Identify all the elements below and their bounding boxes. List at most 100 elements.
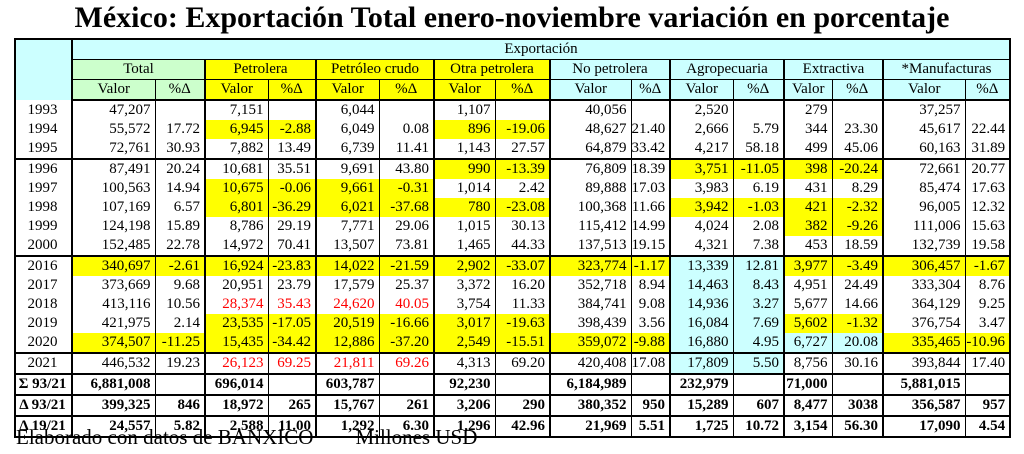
pct-cell-total: 2.14 <box>154 314 205 333</box>
valor-cell-no-petrolera: 352,718 <box>549 276 631 295</box>
pct-cell-total: 6.57 <box>154 198 205 217</box>
valor-cell-manufacturas: 72,661 <box>882 158 965 179</box>
valor-cell-agropecuaria: 4,217 <box>669 139 733 159</box>
table-row: 2018 413,116 10.56 28,374 35.43 24,620 40.05 3,… <box>15 295 1011 314</box>
valor-cell-petrolera: 18,972 <box>204 394 268 416</box>
valor-cell-manufacturas: 45,617 <box>882 120 965 139</box>
valor-cell-otra-petrolera: 3,754 <box>433 295 495 314</box>
valor-cell-no-petrolera: 380,352 <box>549 394 631 416</box>
valor-cell-manufacturas: 364,129 <box>882 295 965 314</box>
pct-cell-no-petrolera: -9.88 <box>630 333 670 353</box>
valor-cell-manufacturas: 376,754 <box>882 314 965 333</box>
pct-cell-agropecuaria: 8.43 <box>732 276 784 295</box>
pct-cell-petrolera: -36.29 <box>267 198 316 217</box>
valor-cell-otra-petrolera: 1,465 <box>433 236 495 256</box>
pct-cell-no-petrolera: 19.15 <box>630 236 670 256</box>
pct-cell-extractiva: 23.30 <box>831 120 883 139</box>
pct-cell-otra-petrolera: 44.33 <box>494 236 550 256</box>
valor-cell-extractiva: 3,977 <box>783 255 832 276</box>
pct-cell-petroleo-crudo <box>378 373 434 395</box>
pct-cell-petrolera: -2.88 <box>267 120 316 139</box>
valor-header-total: Valor <box>71 79 155 101</box>
pct-header-no-petrolera: %Δ <box>630 79 670 101</box>
pct-cell-otra-petrolera <box>494 373 550 395</box>
valor-cell-extractiva: 499 <box>783 139 832 159</box>
pct-cell-manufacturas: 957 <box>964 394 1011 416</box>
valor-cell-extractiva: 453 <box>783 236 832 256</box>
valor-cell-petroleo-crudo: 603,787 <box>315 373 379 395</box>
pct-cell-no-petrolera <box>630 373 670 395</box>
group-header-petrolera: Petrolera <box>204 59 317 80</box>
valor-cell-agropecuaria: 16,880 <box>669 333 733 353</box>
table-top-header: Exportación <box>72 39 1011 60</box>
valor-cell-manufacturas: 17,090 <box>882 415 965 437</box>
pct-cell-total: 14.94 <box>154 179 205 198</box>
pct-cell-extractiva <box>831 100 883 120</box>
pct-cell-no-petrolera <box>630 100 670 120</box>
valor-cell-petrolera: 28,374 <box>204 295 268 314</box>
pct-cell-manufacturas: 17.40 <box>964 352 1011 374</box>
valor-cell-extractiva: 6,727 <box>783 333 832 353</box>
pct-cell-total: 5.82 <box>154 415 205 437</box>
valor-cell-petroleo-crudo: 7,771 <box>315 217 379 236</box>
pct-cell-otra-petrolera: 69.20 <box>494 352 550 374</box>
valor-cell-agropecuaria: 3,942 <box>669 198 733 217</box>
row-label: 2017 <box>15 276 73 295</box>
valor-cell-agropecuaria: 14,463 <box>669 276 733 295</box>
pct-cell-otra-petrolera: 2.42 <box>494 179 550 198</box>
pct-cell-no-petrolera: 3.56 <box>630 314 670 333</box>
valor-cell-agropecuaria: 17,809 <box>669 352 733 374</box>
pct-cell-manufacturas: 9.25 <box>964 295 1011 314</box>
pct-cell-total: 20.24 <box>154 158 205 179</box>
table-row: Δ 19/21 24,557 5.82 2,588 11.00 1,292 6.30 1,29… <box>15 415 1011 437</box>
pct-cell-petroleo-crudo: -37.20 <box>378 333 434 353</box>
valor-cell-no-petrolera: 420,408 <box>549 352 631 374</box>
table-row: 1994 55,572 17.72 6,945 -2.88 6,049 0.08 896 -19… <box>15 120 1011 139</box>
table-row: 2016 340,697 -2.61 16,924 -23.83 14,022 -21.59… <box>15 255 1011 276</box>
group-header-agropecuaria: Agropecuaria <box>669 59 785 80</box>
table-row: 2020 374,507 -11.25 15,435 -34.42 12,886 -37.2… <box>15 333 1011 353</box>
valor-cell-petrolera: 696,014 <box>204 373 268 395</box>
valor-cell-extractiva: 382 <box>783 217 832 236</box>
valor-cell-agropecuaria: 4,321 <box>669 236 733 256</box>
pct-cell-extractiva: -2.32 <box>831 198 883 217</box>
pct-cell-manufacturas: 4.54 <box>964 415 1011 437</box>
pct-cell-total: -2.61 <box>154 255 205 276</box>
valor-cell-petroleo-crudo: 14,022 <box>315 255 379 276</box>
valor-cell-manufacturas: 96,005 <box>882 198 965 217</box>
pct-cell-petroleo-crudo: 73.81 <box>378 236 434 256</box>
row-label: 2018 <box>15 295 73 314</box>
pct-cell-agropecuaria: 7.38 <box>732 236 784 256</box>
table-row: 2021 446,532 19.23 26,123 69.25 21,811 69.26 4,… <box>15 352 1011 374</box>
valor-cell-manufacturas: 60,163 <box>882 139 965 159</box>
group-header-no-petrolera: No petrolera <box>549 59 671 80</box>
valor-cell-petrolera: 23,535 <box>204 314 268 333</box>
pct-cell-extractiva <box>831 373 883 395</box>
valor-cell-agropecuaria: 2,666 <box>669 120 733 139</box>
valor-cell-manufacturas: 356,587 <box>882 394 965 416</box>
row-label: 2019 <box>15 314 73 333</box>
valor-cell-otra-petrolera: 3,017 <box>433 314 495 333</box>
pct-header-agropecuaria: %Δ <box>732 79 784 101</box>
pct-cell-petroleo-crudo: 40.05 <box>378 295 434 314</box>
pct-cell-petroleo-crudo: 25.37 <box>378 276 434 295</box>
pct-cell-petrolera: 13.49 <box>267 139 316 159</box>
valor-cell-total: 152,485 <box>71 236 155 256</box>
pct-cell-no-petrolera: 5.51 <box>630 415 670 437</box>
pct-header-petroleo-crudo: %Δ <box>378 79 434 101</box>
pct-cell-extractiva: 56.30 <box>831 415 883 437</box>
pct-cell-agropecuaria <box>732 373 784 395</box>
valor-cell-petroleo-crudo: 15,767 <box>315 394 379 416</box>
pct-cell-extractiva: 14.66 <box>831 295 883 314</box>
pct-cell-agropecuaria: 5.79 <box>732 120 784 139</box>
pct-cell-petrolera: -17.05 <box>267 314 316 333</box>
pct-cell-agropecuaria: 12.81 <box>732 255 784 276</box>
valor-cell-otra-petrolera: 4,313 <box>433 352 495 374</box>
pct-cell-no-petrolera: 18.39 <box>630 158 670 179</box>
valor-cell-total: 100,563 <box>71 179 155 198</box>
valor-cell-extractiva: 431 <box>783 179 832 198</box>
valor-cell-agropecuaria: 1,725 <box>669 415 733 437</box>
pct-cell-agropecuaria <box>732 100 784 120</box>
valor-cell-petrolera: 8,786 <box>204 217 268 236</box>
source-note: Elaborado con datos de BANXICO Millones U… <box>16 425 477 450</box>
